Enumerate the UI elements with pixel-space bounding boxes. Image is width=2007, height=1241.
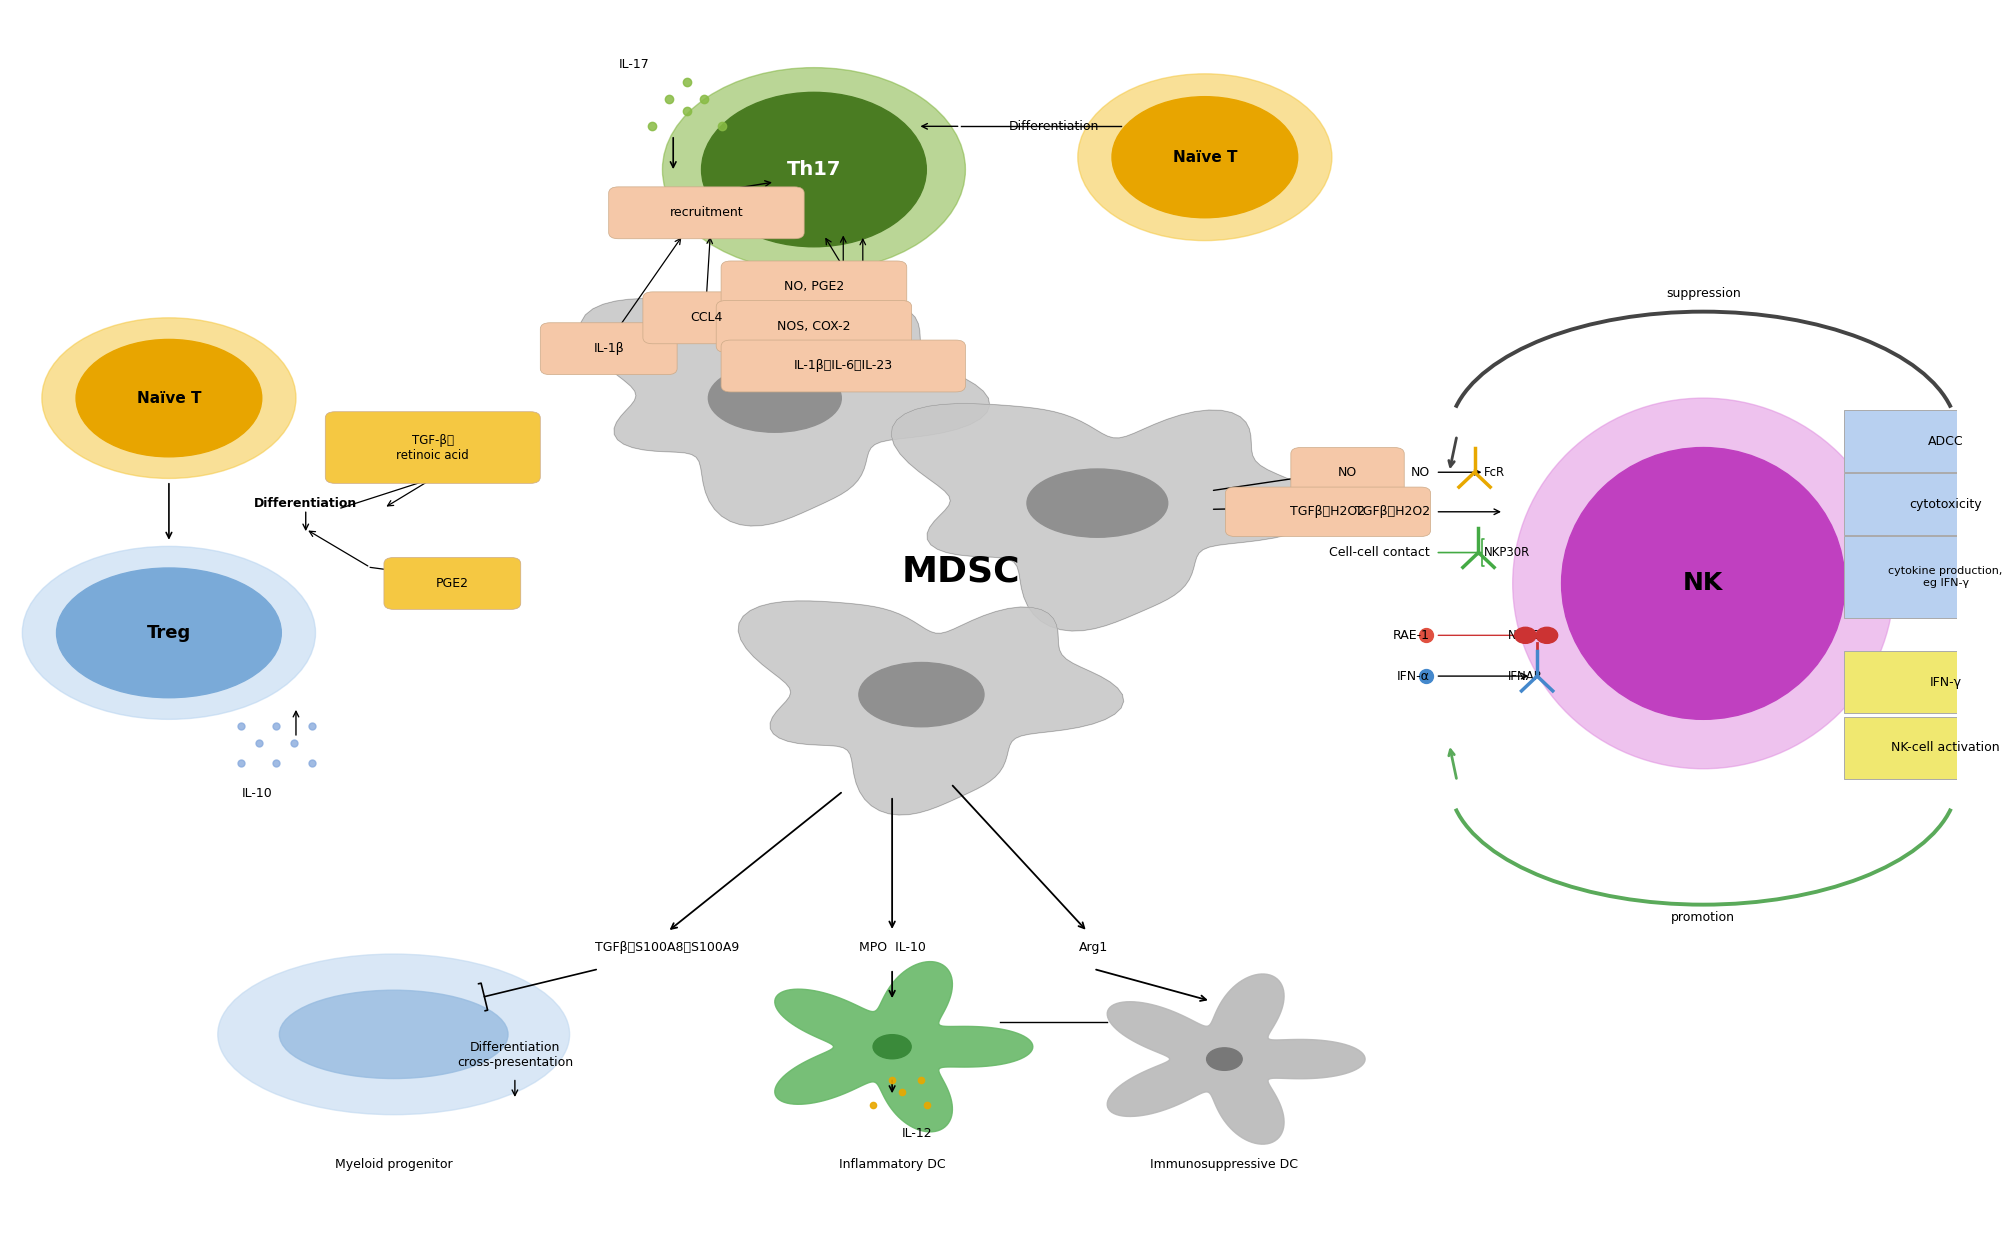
Text: cytotoxicity: cytotoxicity	[1909, 498, 1981, 511]
Text: ADCC: ADCC	[1927, 434, 1963, 448]
Text: Treg: Treg	[147, 624, 191, 642]
Text: IL-1β: IL-1β	[592, 343, 624, 355]
Text: Differentiation
cross-presentation: Differentiation cross-presentation	[456, 1041, 572, 1070]
FancyBboxPatch shape	[1842, 652, 2007, 714]
FancyBboxPatch shape	[1842, 536, 2007, 618]
FancyBboxPatch shape	[1842, 411, 2007, 473]
Polygon shape	[775, 962, 1032, 1132]
Text: NK-cell activation: NK-cell activation	[1891, 741, 1999, 755]
Text: MDSC: MDSC	[901, 553, 1020, 588]
Text: NO, PGE2: NO, PGE2	[783, 280, 843, 293]
Text: Naïve T: Naïve T	[1172, 150, 1236, 165]
Ellipse shape	[1513, 627, 1535, 643]
Ellipse shape	[76, 340, 261, 457]
Text: IFN-γ: IFN-γ	[1929, 676, 1961, 689]
FancyBboxPatch shape	[716, 300, 911, 352]
Ellipse shape	[662, 68, 965, 272]
Ellipse shape	[1078, 73, 1331, 241]
Text: TGFβ、H2O2: TGFβ、H2O2	[1291, 505, 1365, 519]
Text: Naïve T: Naïve T	[136, 391, 201, 406]
Text: RAE-1: RAE-1	[1393, 629, 1429, 642]
FancyBboxPatch shape	[1842, 474, 2007, 535]
Text: suppression: suppression	[1666, 287, 1740, 299]
Text: TGF-β，
retinoic acid: TGF-β， retinoic acid	[395, 433, 470, 462]
Text: Arg1: Arg1	[1078, 942, 1108, 954]
Text: NOS, COX-2: NOS, COX-2	[777, 320, 851, 333]
Text: IFNAR: IFNAR	[1507, 670, 1541, 683]
Ellipse shape	[22, 546, 315, 720]
Text: NK: NK	[1682, 571, 1722, 596]
Ellipse shape	[700, 92, 925, 247]
Ellipse shape	[56, 568, 281, 697]
Ellipse shape	[42, 318, 295, 479]
Ellipse shape	[1511, 398, 1893, 768]
FancyBboxPatch shape	[325, 412, 540, 483]
Text: TGFβ、H2O2: TGFβ、H2O2	[1355, 505, 1429, 519]
Text: NKG2D: NKG2D	[1507, 629, 1549, 642]
Text: TGFβ、S100A8、S100A9: TGFβ、S100A8、S100A9	[594, 942, 739, 954]
Ellipse shape	[1535, 627, 1557, 643]
Ellipse shape	[1112, 97, 1297, 217]
Text: IL-10: IL-10	[241, 787, 273, 800]
Text: IL-12: IL-12	[901, 1127, 933, 1139]
Text: Immunosuppressive DC: Immunosuppressive DC	[1150, 1158, 1299, 1170]
Ellipse shape	[217, 954, 570, 1114]
FancyBboxPatch shape	[642, 292, 769, 344]
FancyBboxPatch shape	[383, 557, 520, 609]
Text: PGE2: PGE2	[436, 577, 468, 589]
Text: NO: NO	[1409, 465, 1429, 479]
Text: Th17: Th17	[787, 160, 841, 179]
Text: cytokine production,
eg IFN-γ: cytokine production, eg IFN-γ	[1887, 566, 2001, 588]
Polygon shape	[580, 299, 989, 526]
FancyBboxPatch shape	[1224, 486, 1429, 536]
Text: promotion: promotion	[1670, 911, 1734, 923]
Text: Inflammatory DC: Inflammatory DC	[839, 1158, 945, 1170]
Polygon shape	[739, 601, 1124, 815]
FancyBboxPatch shape	[1842, 717, 2007, 778]
FancyBboxPatch shape	[1291, 448, 1403, 496]
Text: NO: NO	[1337, 465, 1357, 479]
Ellipse shape	[708, 364, 841, 432]
Polygon shape	[891, 403, 1325, 630]
Text: recruitment: recruitment	[668, 206, 743, 220]
Ellipse shape	[873, 1035, 911, 1059]
Text: IFN-α: IFN-α	[1397, 670, 1429, 683]
Text: MPO  IL-10: MPO IL-10	[859, 942, 925, 954]
FancyBboxPatch shape	[540, 323, 676, 375]
Polygon shape	[1106, 974, 1365, 1144]
Text: Cell-cell contact: Cell-cell contact	[1329, 546, 1429, 558]
Ellipse shape	[1026, 469, 1168, 537]
Text: IL-1β、IL-6、IL-23: IL-1β、IL-6、IL-23	[793, 360, 893, 372]
FancyBboxPatch shape	[721, 261, 907, 313]
Ellipse shape	[1206, 1047, 1242, 1070]
Text: CCL4: CCL4	[690, 311, 723, 324]
Ellipse shape	[859, 663, 983, 727]
Text: IL-17: IL-17	[618, 58, 648, 71]
FancyBboxPatch shape	[608, 187, 803, 238]
Text: FcR: FcR	[1483, 465, 1505, 479]
Text: Differentiation: Differentiation	[1010, 120, 1100, 133]
Text: NKP30R: NKP30R	[1483, 546, 1529, 558]
Ellipse shape	[279, 990, 508, 1078]
Text: Differentiation: Differentiation	[255, 496, 357, 510]
Text: Myeloid progenitor: Myeloid progenitor	[335, 1158, 452, 1170]
FancyBboxPatch shape	[721, 340, 965, 392]
Ellipse shape	[1561, 448, 1844, 720]
